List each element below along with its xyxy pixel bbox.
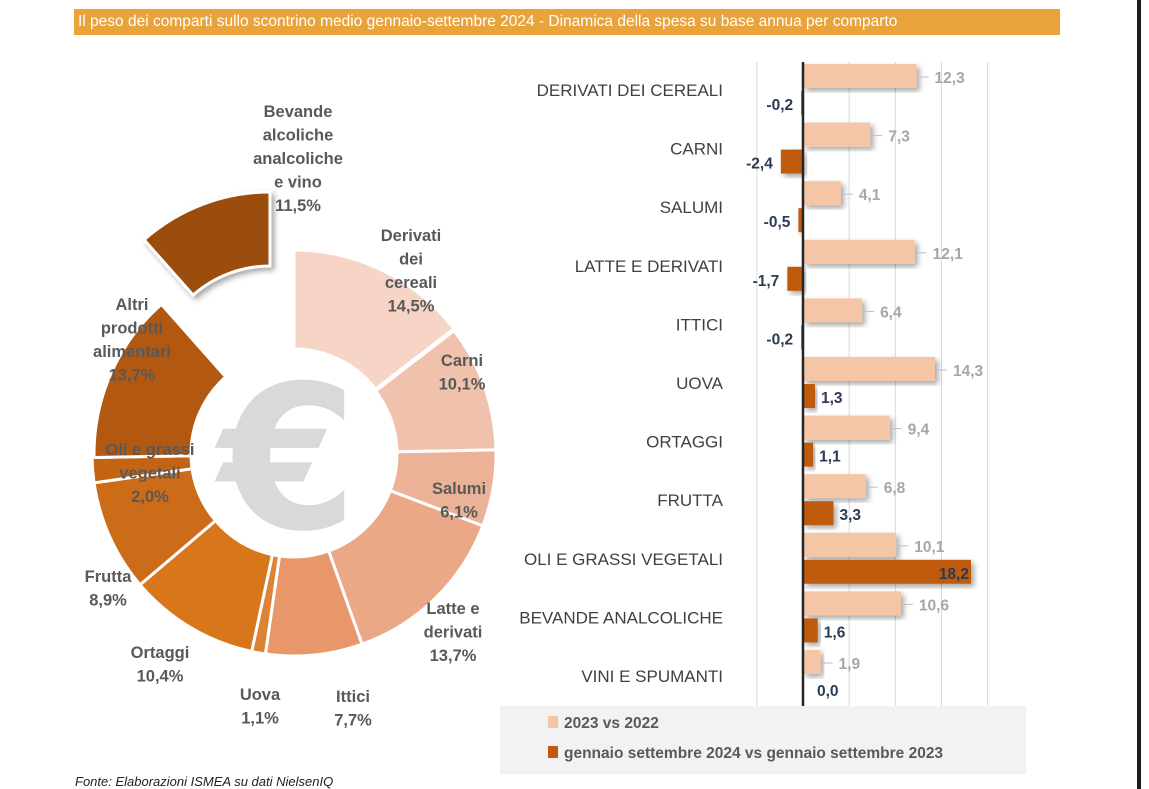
legend-background: [500, 706, 1026, 774]
bar-2023: [803, 64, 917, 88]
bar-2024: [803, 618, 818, 643]
donut-slice-label: Carni 10,1%: [439, 352, 486, 394]
bar-2023: [803, 181, 841, 206]
category-label: LATTE E DERIVATI: [575, 257, 723, 276]
legend-swatch-2023: [548, 716, 558, 728]
legend: 2023 vs 2022 gennaio settembre 2024 vs ge…: [500, 706, 1026, 774]
data-label-2024: 3,3: [839, 507, 861, 524]
legend-label-2023: 2023 vs 2022: [564, 715, 659, 732]
category-label: DERIVATI DEI CEREALI: [537, 81, 723, 100]
bar-2023: [803, 122, 871, 147]
bar-chart: DERIVATI DEI CEREALI 12,3 -0,2 CARNI 7,3 -2,4…: [500, 62, 1026, 774]
category-label: ORTAGGI: [646, 433, 723, 452]
bar-2023: [803, 591, 901, 616]
data-label-2023: 14,3: [953, 363, 984, 380]
donut-slice: [141, 190, 272, 298]
donut-slice-label: Ortaggi 10,4%: [131, 644, 190, 686]
euro-icon: €: [214, 343, 357, 576]
bar-2023: [803, 532, 897, 557]
source-note: Fonte: Elaborazioni ISMEA su dati Nielse…: [75, 774, 334, 789]
data-label-2024: 0,0: [817, 683, 839, 700]
data-label-2024: 1,1: [819, 449, 841, 466]
bar-2023: [803, 357, 935, 381]
bar-2024: [787, 266, 803, 291]
category-label: ITTICI: [676, 315, 723, 334]
bar-2023: [803, 474, 866, 499]
legend-swatch-2024: [548, 746, 558, 758]
data-label-2024: 18,2: [939, 566, 969, 583]
category-label: CARNI: [670, 140, 723, 159]
data-label-2023: 10,6: [919, 597, 950, 614]
data-label-2023: 6,4: [880, 304, 902, 321]
bar-2023: [803, 415, 890, 440]
bar-2024: [803, 559, 971, 584]
donut-slice-label: Derivati dei cereali 14,5%: [381, 227, 442, 316]
donut-slice-label: Latte e derivati 13,7%: [424, 600, 483, 665]
data-label-2024: 1,6: [824, 624, 846, 641]
category-label: FRUTTA: [657, 491, 723, 510]
page-edge-line: [1137, 0, 1141, 789]
data-label-2024: 1,3: [821, 390, 843, 407]
donut-slice-label: Bevande alcoliche analcoliche e vino 11,5%: [253, 103, 343, 215]
data-label-2023: 4,1: [859, 187, 881, 204]
data-label-2023: 12,3: [935, 70, 966, 87]
data-label-2024: -1,7: [753, 273, 780, 290]
data-label-2024: -0,2: [766, 331, 793, 348]
donut-slice-label: Salumi 6,1%: [432, 480, 486, 522]
donut-slice-label: Ittici 7,7%: [334, 688, 372, 730]
bar-2024: [780, 149, 803, 174]
category-label: VINI E SPUMANTI: [581, 667, 723, 686]
bar-2024: [798, 208, 803, 233]
data-label-2024: -0,5: [764, 214, 791, 231]
category-label: BEVANDE ANALCOLICHE: [519, 608, 723, 627]
chart-title: Il peso dei comparti sullo scontrino med…: [74, 9, 1060, 35]
category-label: SALUMI: [660, 198, 723, 217]
donut-slice-label: Oli e grassi vegetali 2,0%: [106, 441, 195, 506]
bar-2023: [803, 239, 915, 264]
legend-label-2024: gennaio settembre 2024 vs gennaio settem…: [564, 745, 943, 762]
donut-chart: € Derivati dei cereali 14,5% Carni 10,1% Salumi…: [85, 103, 498, 730]
data-label-2023: 6,8: [884, 480, 906, 497]
category-label: UOVA: [676, 374, 724, 393]
bar-2024: [803, 501, 834, 526]
data-label-2023: 7,3: [888, 129, 910, 146]
data-label-2023: 9,4: [908, 422, 930, 439]
category-label: OLI E GRASSI VEGETALI: [524, 550, 723, 569]
data-label-2023: 1,9: [839, 656, 861, 673]
bar-2024: [803, 384, 815, 408]
bar-2024: [803, 442, 814, 467]
donut-slice-label: Uova 1,1%: [240, 686, 281, 728]
donut-slice-label: Altri prodotti alimentari 13,7%: [93, 296, 171, 385]
donut-slice-label: Frutta 8,9%: [85, 568, 133, 610]
data-label-2023: 10,1: [914, 539, 945, 556]
donut-slice: [292, 248, 457, 392]
data-label-2024: -2,4: [746, 156, 773, 173]
donut-slice: [92, 302, 228, 459]
data-label-2024: -0,2: [766, 97, 793, 114]
data-label-2023: 12,1: [933, 246, 964, 263]
bar-2023: [803, 650, 821, 674]
bar-2023: [803, 298, 863, 323]
